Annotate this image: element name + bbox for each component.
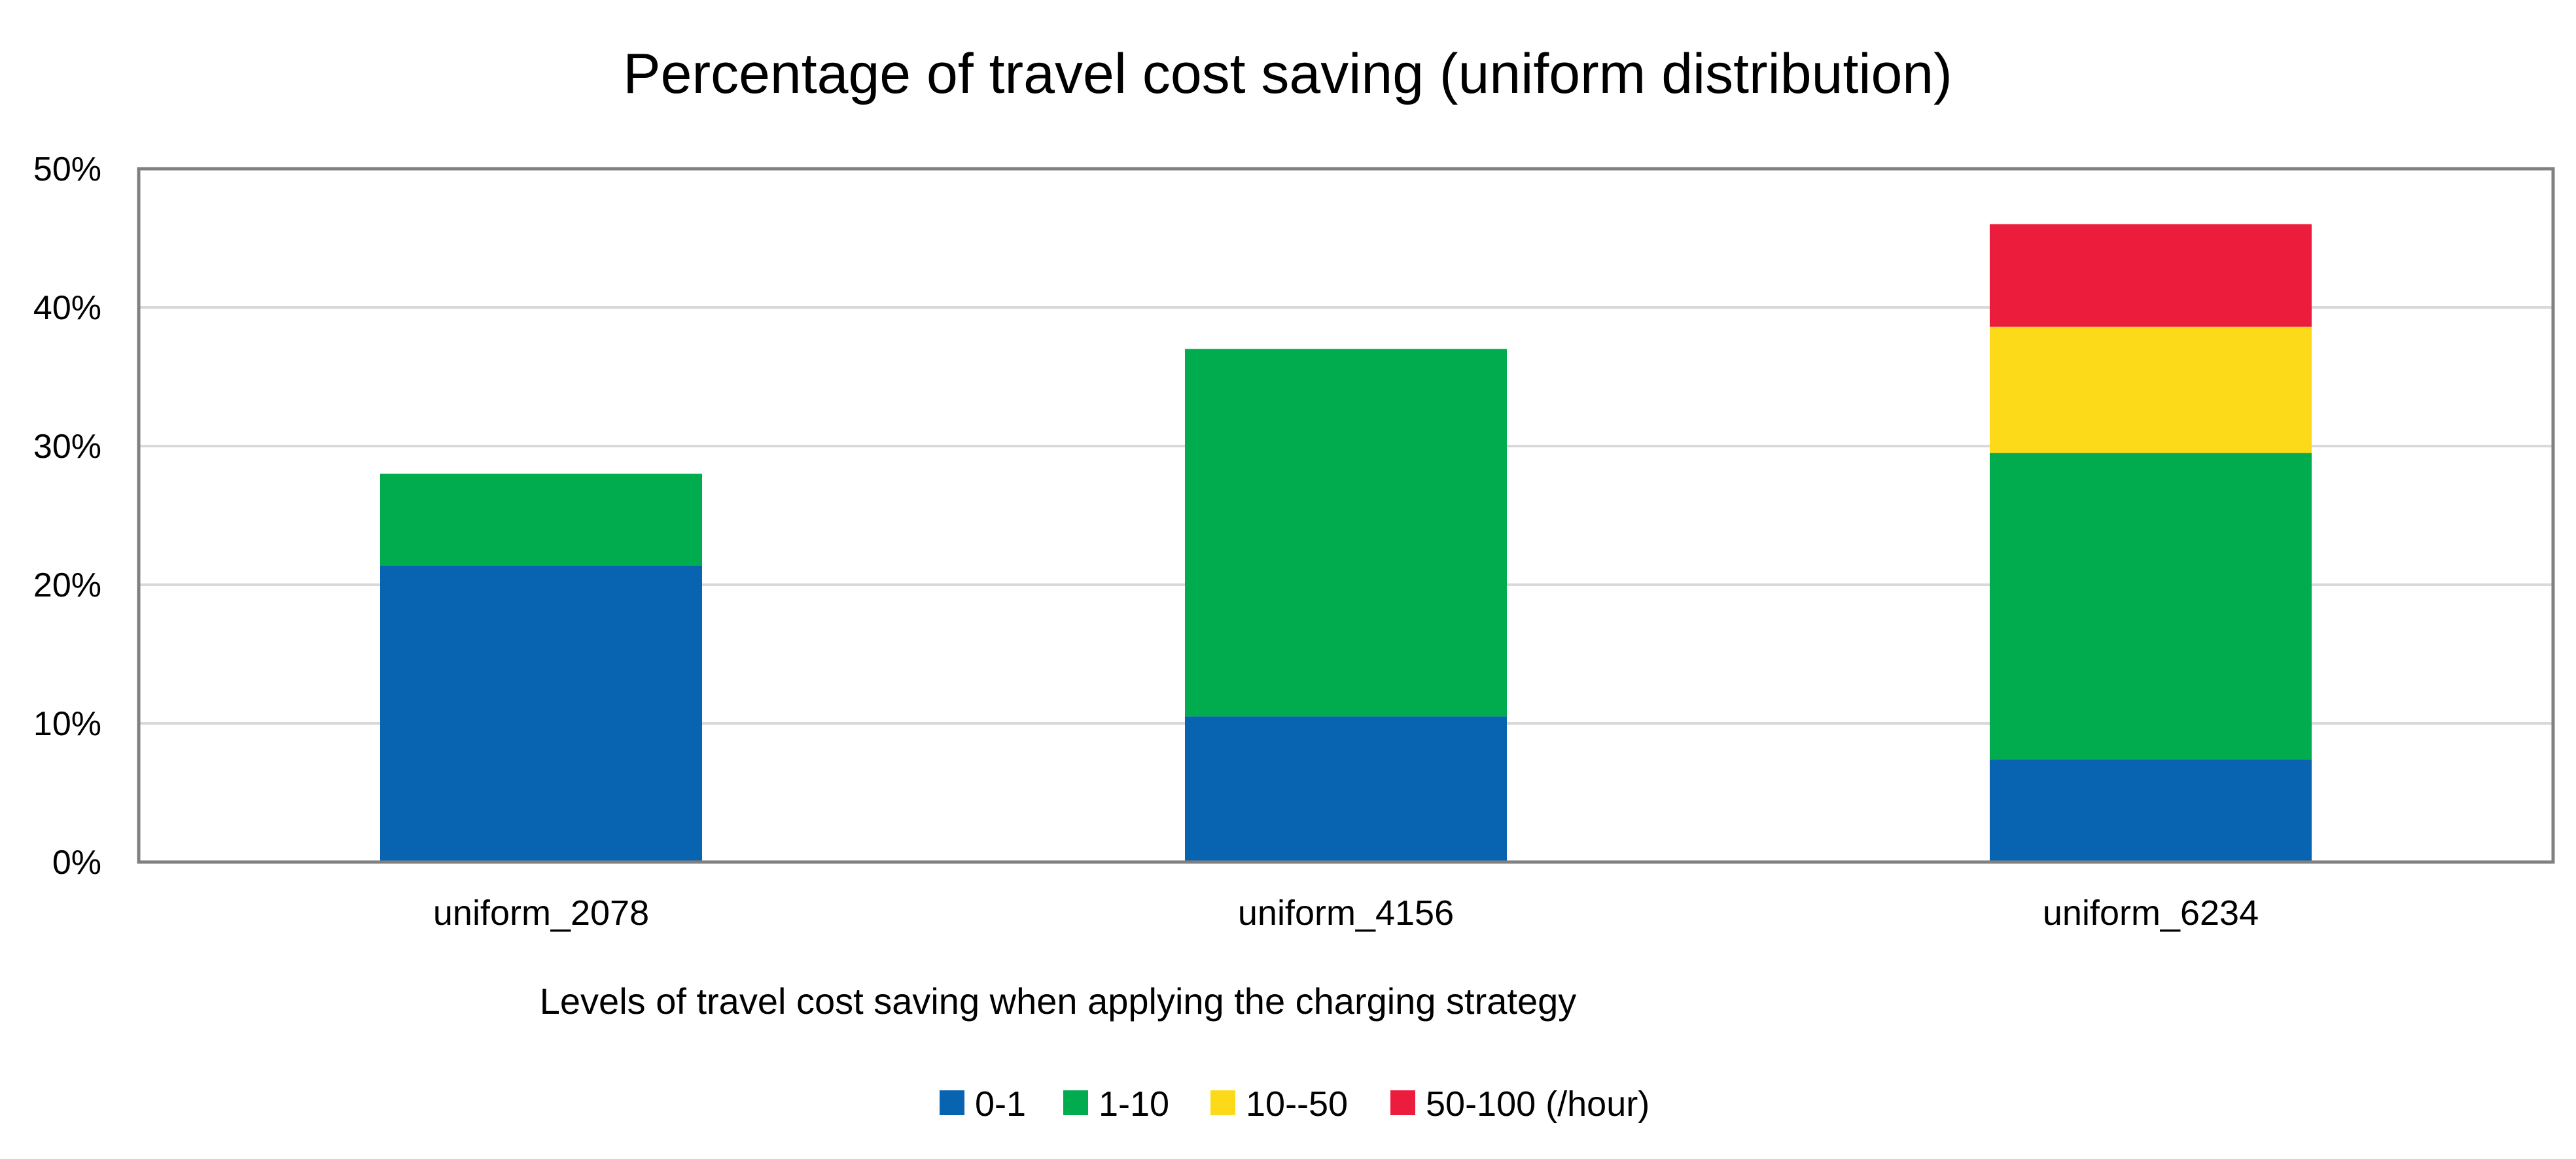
legend-swatch: [1210, 1090, 1235, 1115]
legend-label: 10--50: [1246, 1084, 1348, 1124]
y-tick-label: 20%: [33, 566, 101, 604]
bar-segment-uniform_6234-10--50: [1990, 326, 2312, 453]
y-tick-label: 10%: [33, 705, 101, 743]
bar-segment-uniform_4156-1-10: [1185, 349, 1507, 717]
y-tick-label: 30%: [33, 428, 101, 466]
x-tick-label: uniform_2078: [433, 893, 649, 933]
legend-label: 0-1: [975, 1084, 1026, 1124]
x-tick-label: uniform_6234: [2043, 893, 2259, 933]
legend-label: 1-10: [1099, 1084, 1169, 1124]
bar-segment-uniform_2078-1-10: [380, 474, 702, 566]
legend-swatch: [1063, 1090, 1088, 1115]
x-tick-label: uniform_4156: [1238, 893, 1454, 933]
legend-label: 50-100 (/hour): [1426, 1084, 1650, 1124]
bar-segment-uniform_2078-0-1: [380, 565, 702, 862]
plot-border: [137, 167, 2555, 864]
chart-title: Percentage of travel cost saving (unifor…: [623, 43, 1952, 105]
x-axis-title: Levels of travel cost saving when applyi…: [540, 980, 1576, 1022]
y-tick-label: 50%: [33, 150, 101, 188]
bar-segment-uniform_6234-1-10: [1990, 453, 2312, 760]
bar-segment-uniform_4156-0-1: [1185, 716, 1507, 862]
y-tick-label: 0%: [52, 844, 101, 882]
legend-swatch: [940, 1090, 964, 1115]
plot-area: 0% 10% 20% 30% 40% 50% uniform_2078 uniform_415…: [33, 150, 2555, 933]
y-tick-label: 40%: [33, 289, 101, 327]
legend-swatch: [1390, 1090, 1415, 1115]
bar-segment-uniform_6234-0-1: [1990, 759, 2312, 862]
bar-segment-uniform_6234-50-100 (/hour): [1990, 224, 2312, 327]
legend: 0-1 1-10 10--50 50-100 (/hour): [940, 1084, 1650, 1124]
